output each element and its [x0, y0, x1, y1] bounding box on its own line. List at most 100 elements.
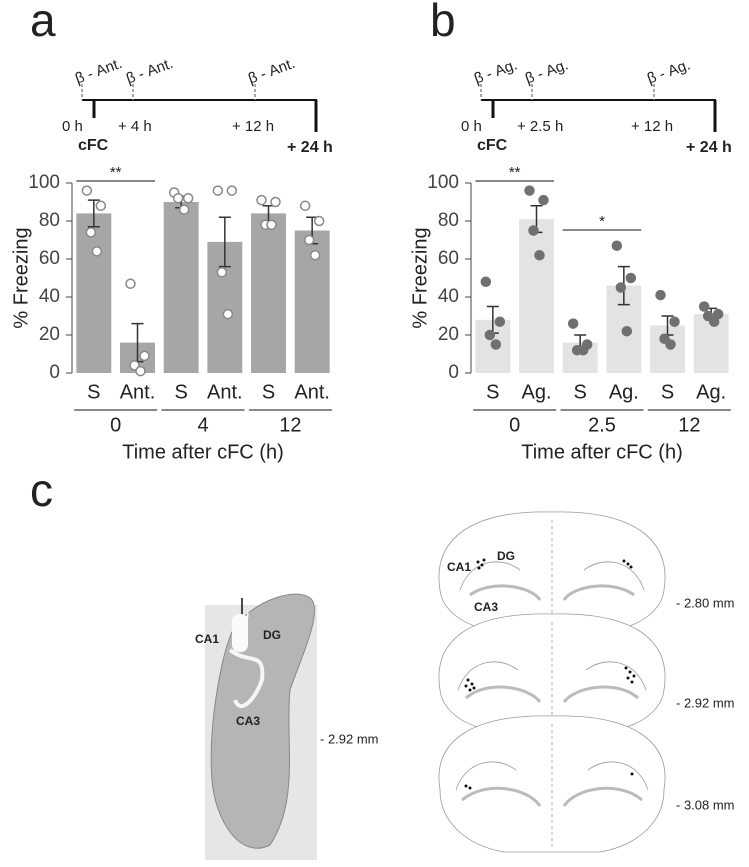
y-axis-label: % Freezing	[10, 227, 32, 328]
x-tick-label: Ant.	[294, 381, 330, 403]
y-tick-label: 40	[438, 286, 459, 307]
start-label: cFC	[78, 137, 109, 154]
end-label: + 24 h	[686, 139, 732, 156]
drug-label: β - Ant.	[124, 55, 176, 88]
y-tick-label: 100	[28, 172, 60, 193]
data-point	[172, 192, 184, 204]
region-label: CA3	[236, 714, 260, 728]
group-label: 0	[110, 414, 121, 436]
x-axis-label: Time after cFC (h)	[122, 441, 284, 463]
y-tick-label: 60	[39, 248, 60, 269]
data-point	[655, 289, 666, 301]
x-tick-label: S	[486, 381, 499, 403]
drug-label: β - Ag.	[472, 56, 520, 87]
time-label: + 12 h	[232, 118, 274, 135]
region-label: DG	[497, 549, 515, 563]
data-point	[611, 240, 623, 251]
data-point	[567, 318, 579, 329]
drug-label: β - Ant.	[73, 55, 125, 88]
group-label: 2.5	[588, 414, 616, 436]
data-point	[139, 350, 150, 362]
region-label: CA3	[474, 600, 498, 614]
data-point	[313, 215, 325, 227]
data-point	[577, 344, 589, 356]
data-point	[222, 308, 234, 320]
level-label: - 2.92 mm	[320, 731, 379, 746]
group-label: 12	[279, 414, 301, 436]
drug-label: β - Ag.	[645, 56, 693, 87]
x-axis-label: Time after cFC (h)	[521, 441, 683, 463]
data-point	[494, 316, 506, 327]
data-point	[625, 272, 637, 284]
time-label: + 12 h	[631, 118, 673, 135]
data-point	[256, 194, 267, 206]
panel-label: b	[430, 0, 456, 46]
time-label: 0 h	[62, 118, 83, 135]
start-label: cFC	[477, 137, 508, 154]
data-point	[178, 204, 190, 215]
group-label: 0	[509, 414, 520, 436]
data-point	[534, 249, 545, 261]
bar	[76, 213, 112, 373]
data-point	[266, 219, 277, 231]
significance-label: *	[599, 213, 605, 230]
data-point	[309, 249, 321, 261]
data-point	[698, 301, 710, 312]
histology-image	[205, 593, 317, 860]
x-tick-label: S	[174, 381, 187, 403]
drug-label: β - Ag.	[523, 56, 571, 87]
data-point	[708, 316, 720, 327]
bar	[163, 202, 199, 373]
region-label: DG	[263, 628, 281, 642]
time-label: + 4 h	[118, 118, 152, 135]
x-tick-label: S	[573, 381, 586, 403]
x-tick-label: Ag.	[521, 381, 551, 403]
data-point	[669, 316, 680, 327]
y-tick-label: 20	[438, 324, 459, 345]
error-bar	[218, 216, 231, 268]
y-tick-label: 40	[39, 286, 60, 307]
significance-label: **	[110, 164, 122, 181]
level-label: - 2.92 mm	[676, 695, 735, 710]
region-label: CA1	[447, 560, 471, 574]
level-label: - 3.08 mm	[676, 797, 735, 812]
x-tick-label: S	[661, 381, 674, 403]
time-label: 0 h	[461, 118, 482, 135]
y-tick-label: 80	[438, 210, 459, 231]
group-label: 4	[197, 414, 208, 436]
data-point	[524, 185, 535, 196]
error-bar	[87, 199, 100, 228]
data-point	[538, 194, 549, 206]
data-point	[528, 225, 539, 236]
y-axis-label: % Freezing	[409, 227, 431, 328]
time-label: + 2.5 h	[517, 118, 563, 135]
x-tick-label: Ant.	[207, 381, 243, 403]
data-point	[91, 246, 103, 257]
data-point	[665, 339, 676, 350]
x-tick-label: Ag.	[696, 381, 726, 403]
x-tick-label: Ag.	[609, 381, 639, 403]
atlas-sections	[438, 511, 666, 853]
data-point	[615, 282, 627, 293]
y-tick-label: 20	[39, 324, 60, 345]
drug-label: β - Ant.	[246, 55, 298, 88]
x-tick-label: S	[87, 381, 100, 403]
x-tick-label: S	[262, 381, 275, 403]
bar	[251, 213, 286, 373]
data-point	[303, 234, 315, 246]
data-point	[182, 192, 194, 204]
data-point	[212, 185, 224, 196]
data-point	[95, 200, 107, 212]
data-point	[81, 185, 93, 196]
region-label: CA1	[195, 632, 219, 646]
data-point	[216, 267, 228, 278]
bar	[519, 219, 554, 373]
data-point	[135, 365, 146, 377]
y-tick-label: 80	[39, 210, 60, 231]
panel-label: c	[30, 464, 53, 516]
data-point	[85, 227, 97, 238]
significance-label: **	[509, 164, 521, 181]
panel-label: a	[30, 0, 56, 46]
data-point	[484, 329, 496, 341]
x-tick-label: Ant.	[120, 381, 156, 403]
